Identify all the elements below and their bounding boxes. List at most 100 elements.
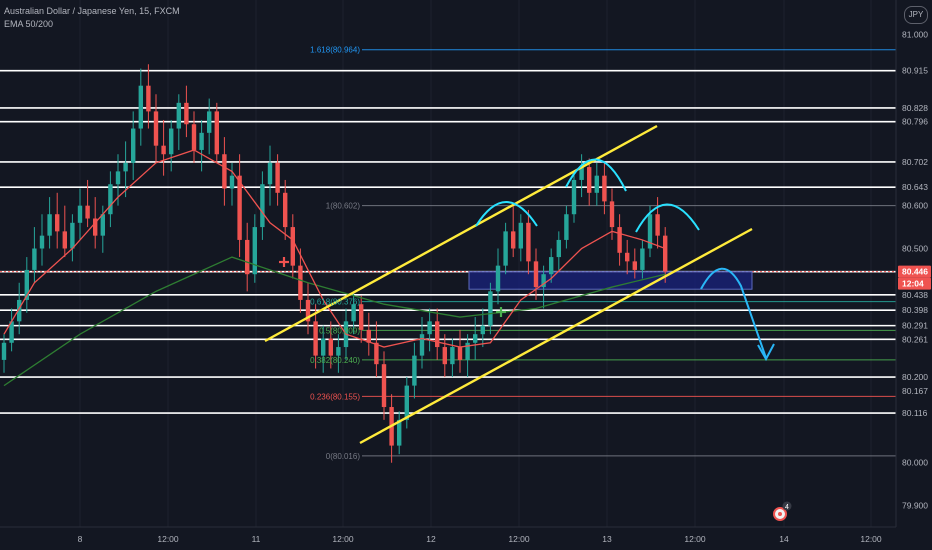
candle-body-26 — [199, 132, 204, 150]
price-tick-12: 80.291 — [902, 321, 928, 331]
candle-body-33 — [252, 227, 257, 275]
event-badge-count: 4 — [785, 504, 789, 511]
price-tick-2: 80.828 — [902, 103, 928, 113]
candle-body-87 — [663, 235, 668, 272]
cross-marker-red-icon — [279, 257, 289, 267]
time-tick-6: 13 — [602, 534, 612, 544]
candle-body-3 — [24, 269, 29, 300]
fib-label-6: 0(80.016) — [326, 452, 361, 461]
candle-body-86 — [655, 214, 660, 236]
candle-body-70 — [533, 261, 539, 288]
candle-body-37 — [283, 192, 288, 228]
projection-arc[interactable] — [700, 267, 767, 359]
event-marker[interactable]: 4 — [773, 501, 792, 521]
candle-body-10 — [77, 205, 83, 223]
candle-body-68 — [518, 222, 523, 249]
candle-body-8 — [62, 231, 67, 249]
candle-body-15 — [115, 171, 121, 185]
candle-body-17 — [131, 128, 136, 163]
fib-label-3: 0.5(80.309) — [319, 326, 360, 335]
candle-body-50 — [381, 364, 387, 408]
event-badge — [782, 501, 792, 511]
candle-body-49 — [374, 342, 379, 365]
candle-body-84 — [640, 248, 645, 270]
price-tag-9: 12:04 — [902, 279, 924, 289]
candle-body-28 — [214, 111, 219, 155]
candle-body-66 — [503, 231, 508, 266]
currency-button[interactable]: JPY — [904, 6, 928, 24]
candle-body-69 — [526, 222, 531, 262]
candle-body-73 — [556, 239, 561, 258]
candle-body-80 — [609, 201, 615, 228]
candle-body-76 — [579, 167, 584, 180]
candle-body-57 — [435, 321, 440, 348]
candle-body-12 — [93, 218, 98, 236]
price-tag-bg-8 — [898, 265, 931, 278]
fib-label-1: 1(80.602) — [326, 202, 361, 211]
indicator-label[interactable]: EMA 50/200 — [4, 19, 54, 29]
time-tick-9: 12:00 — [860, 534, 882, 544]
chart-legend: Australian Dollar / Japanese Yen, 15, FX… — [4, 5, 180, 31]
candle-body-72 — [549, 257, 554, 275]
candle-body-36 — [275, 162, 280, 193]
fib-label-4: 0.382(80.240) — [310, 356, 360, 365]
candle-body-35 — [267, 162, 273, 185]
right-shoulder-arc[interactable] — [635, 203, 700, 233]
candle-body-34 — [260, 184, 265, 228]
cross-marker-green-icon — [496, 307, 506, 317]
candle-body-40 — [305, 299, 311, 322]
price-tag-8: 80.446 — [902, 267, 928, 277]
candle-body-21 — [161, 145, 166, 155]
time-tick-1: 12:00 — [157, 534, 179, 544]
symbol-title[interactable]: Australian Dollar / Japanese Yen, 15, FX… — [4, 6, 180, 16]
candle-body-31 — [237, 175, 242, 240]
fib-label-5: 0.236(80.155) — [310, 392, 360, 401]
left-shoulder-arc[interactable] — [475, 201, 538, 227]
price-tick-15: 80.167 — [902, 386, 928, 396]
time-tick-4: 12 — [426, 534, 436, 544]
candle-body-48 — [366, 329, 371, 343]
fib-label-2: 0.618(80.376) — [310, 298, 360, 307]
candle-body-27 — [207, 111, 212, 133]
candle-body-16 — [123, 162, 128, 172]
candle-body-82 — [625, 252, 630, 262]
time-tick-8: 14 — [779, 534, 789, 544]
candle-body-9 — [70, 222, 75, 249]
price-tick-11: 80.398 — [902, 305, 928, 315]
time-tick-3: 12:00 — [332, 534, 354, 544]
channel-upper-line[interactable] — [264, 124, 658, 343]
time-tick-5: 12:00 — [508, 534, 530, 544]
time-axis[interactable]: 8 12:00 11 12:00 12 12:00 13 12:00 14 12:00 — [78, 534, 882, 544]
head-arc[interactable] — [565, 158, 627, 192]
candle-body-83 — [632, 261, 637, 270]
price-tick-14: 80.200 — [902, 372, 928, 382]
price-tick-6: 80.600 — [902, 201, 928, 211]
candle-body-77 — [587, 167, 592, 193]
time-tick-7: 12:00 — [684, 534, 706, 544]
candle-body-63 — [480, 325, 485, 335]
price-axis[interactable]: 81.000 80.915 80.828 80.796 80.702 80.643 80.6… — [898, 29, 931, 511]
grid-lines — [79, 0, 872, 527]
candle-body-44 — [336, 347, 341, 356]
candle-body-30 — [229, 175, 235, 189]
channel-lower-line[interactable] — [359, 227, 753, 445]
fib-labels: 1.618(80.964) 1(80.602) 0.618(80.376) 0.5(8… — [310, 46, 360, 461]
candle-body-79 — [602, 175, 607, 202]
candle-body-59 — [450, 347, 455, 365]
candle-body-78 — [594, 175, 599, 193]
candle-body-55 — [419, 334, 425, 356]
price-tag-bg-9 — [898, 277, 931, 290]
drawings — [264, 124, 775, 445]
candle-body-32 — [245, 239, 250, 275]
candle-body-52 — [397, 419, 402, 446]
price-tick-17: 80.000 — [902, 458, 928, 468]
price-tick-16: 80.116 — [902, 408, 928, 418]
candle-body-61 — [465, 342, 470, 360]
candle-body-75 — [571, 179, 577, 215]
support-zone-box[interactable] — [468, 271, 753, 290]
candle-body-42 — [321, 338, 326, 356]
price-tick-10: 80.438 — [902, 290, 928, 300]
price-tick-0: 81.000 — [902, 29, 928, 39]
